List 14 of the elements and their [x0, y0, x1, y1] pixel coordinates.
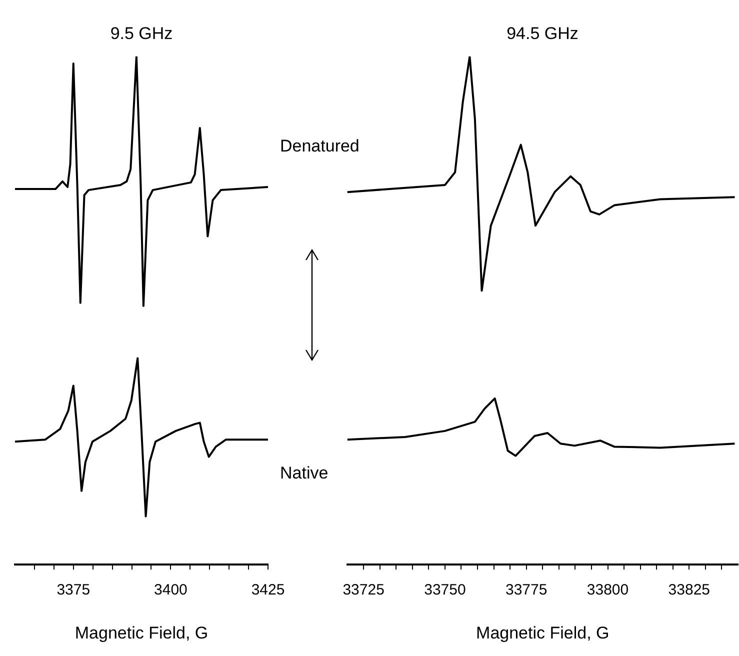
series-label: Denatured	[280, 136, 360, 156]
chart-title: 94.5 GHz	[506, 24, 578, 43]
series-label: Native	[280, 463, 328, 482]
x-tick-label: 3375	[56, 582, 90, 599]
x-tick-label: 3400	[154, 582, 188, 599]
x-tick-label: 33825	[668, 582, 710, 599]
x-axis-title: Magnetic Field, G	[74, 623, 208, 642]
chart-title: 9.5 GHz	[110, 24, 173, 43]
x-tick-label: 33800	[586, 582, 629, 599]
x-axis-title: Magnetic Field, G	[476, 623, 610, 642]
x-tick-label: 33775	[506, 582, 548, 599]
x-tick-label: 33750	[424, 582, 466, 599]
x-tick-label: 3425	[251, 582, 285, 599]
x-tick-label: 33725	[342, 582, 384, 599]
